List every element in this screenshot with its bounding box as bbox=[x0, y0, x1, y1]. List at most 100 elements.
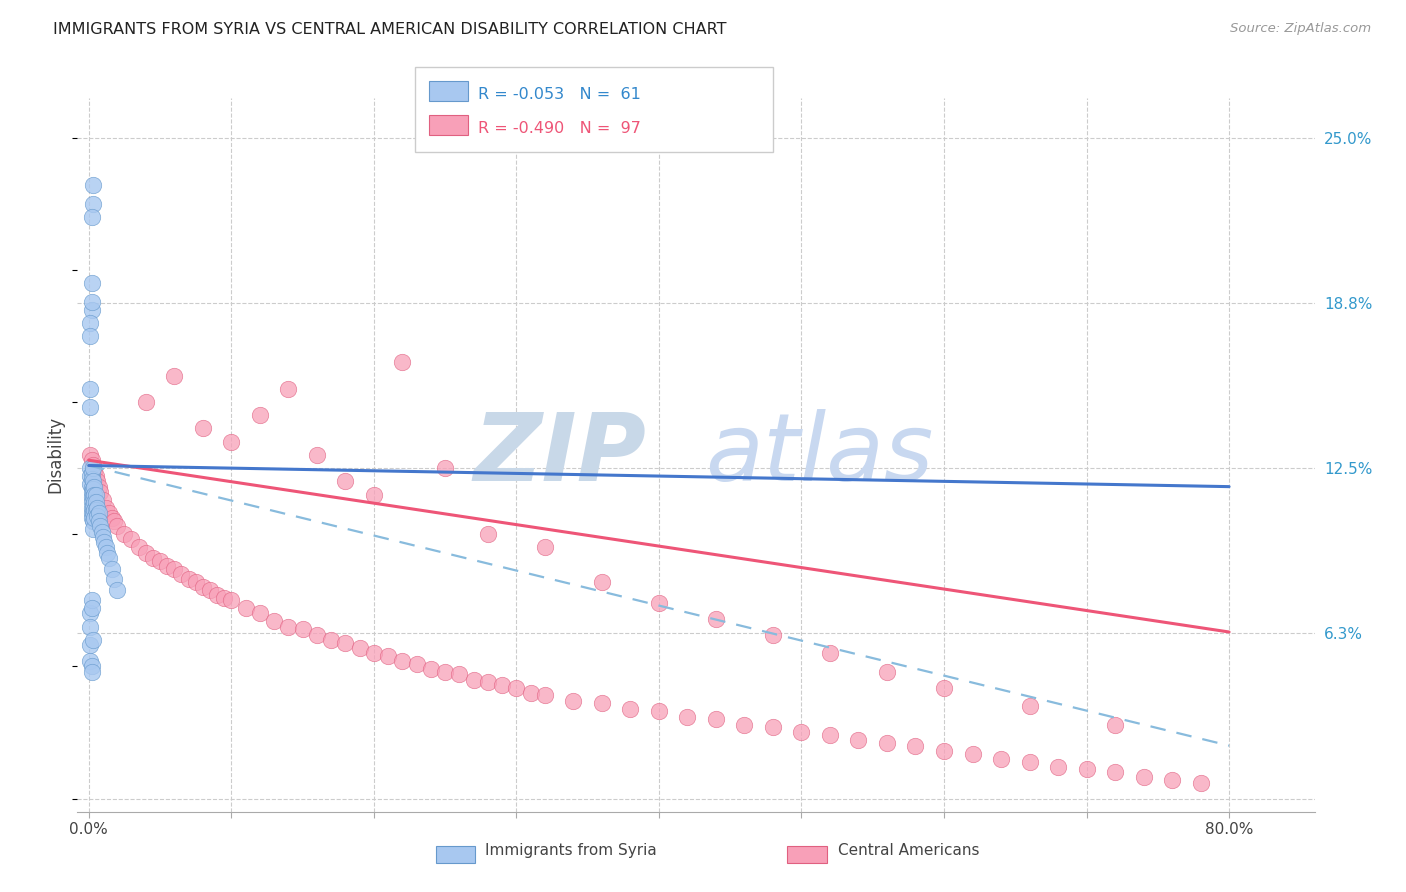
Point bbox=[82, 178, 104, 193]
Point bbox=[177, 572, 200, 586]
Point bbox=[83, 487, 105, 501]
Point bbox=[1018, 698, 1040, 713]
Point bbox=[80, 593, 103, 607]
Point bbox=[121, 533, 143, 547]
Point bbox=[1161, 772, 1184, 787]
Point bbox=[1018, 755, 1040, 769]
Point bbox=[249, 409, 271, 423]
Point bbox=[619, 701, 641, 715]
Point bbox=[79, 469, 101, 483]
Point bbox=[291, 623, 314, 637]
Text: IMMIGRANTS FROM SYRIA VS CENTRAL AMERICAN DISABILITY CORRELATION CHART: IMMIGRANTS FROM SYRIA VS CENTRAL AMERICA… bbox=[53, 22, 727, 37]
Point bbox=[277, 382, 299, 396]
Point bbox=[86, 475, 108, 489]
Point bbox=[80, 210, 103, 224]
Point bbox=[82, 522, 104, 536]
Point bbox=[249, 607, 271, 621]
Point bbox=[96, 546, 118, 560]
Point bbox=[79, 638, 101, 652]
Point bbox=[1047, 760, 1070, 774]
Point bbox=[876, 665, 898, 679]
Point bbox=[86, 508, 108, 523]
Point bbox=[477, 675, 499, 690]
Point bbox=[135, 395, 157, 409]
Point bbox=[80, 453, 103, 467]
Point bbox=[184, 574, 207, 589]
Point bbox=[103, 514, 125, 528]
Point bbox=[305, 448, 328, 462]
Point bbox=[87, 514, 110, 528]
Point bbox=[80, 500, 103, 515]
Point bbox=[79, 607, 101, 621]
Point bbox=[105, 582, 128, 597]
Point bbox=[79, 620, 101, 634]
Point bbox=[818, 728, 841, 742]
Text: ZIP: ZIP bbox=[474, 409, 647, 501]
Point bbox=[84, 495, 107, 509]
Point bbox=[449, 667, 471, 681]
Point bbox=[90, 524, 112, 539]
Point bbox=[83, 511, 105, 525]
Point bbox=[79, 448, 101, 462]
Point bbox=[848, 733, 870, 747]
Point bbox=[648, 596, 671, 610]
Point bbox=[82, 506, 104, 520]
Point bbox=[79, 316, 101, 330]
Point bbox=[419, 662, 441, 676]
Point bbox=[83, 480, 105, 494]
Point bbox=[128, 541, 150, 555]
Point bbox=[990, 752, 1012, 766]
Point bbox=[82, 490, 104, 504]
Point bbox=[79, 477, 101, 491]
Text: Immigrants from Syria: Immigrants from Syria bbox=[485, 844, 657, 858]
Point bbox=[876, 736, 898, 750]
Point bbox=[83, 495, 105, 509]
Point bbox=[149, 554, 172, 568]
Point bbox=[235, 601, 257, 615]
Point bbox=[434, 665, 457, 679]
Point bbox=[1189, 775, 1212, 789]
Point bbox=[519, 686, 541, 700]
Point bbox=[1104, 717, 1126, 731]
Point bbox=[349, 640, 371, 655]
Point bbox=[477, 527, 499, 541]
Point bbox=[84, 469, 107, 483]
Point bbox=[105, 519, 128, 533]
Point bbox=[391, 654, 413, 668]
Point bbox=[91, 492, 114, 507]
Point bbox=[733, 717, 755, 731]
Point bbox=[790, 725, 813, 739]
Text: R = -0.053   N =  61: R = -0.053 N = 61 bbox=[478, 87, 641, 103]
Point bbox=[89, 484, 111, 499]
Point bbox=[84, 487, 107, 501]
Point bbox=[100, 511, 122, 525]
Point bbox=[762, 627, 785, 641]
Y-axis label: Disability: Disability bbox=[46, 417, 65, 493]
Point bbox=[142, 551, 165, 566]
Point bbox=[82, 632, 104, 647]
Point bbox=[82, 461, 104, 475]
Point bbox=[205, 588, 228, 602]
Point bbox=[191, 421, 214, 435]
Point bbox=[335, 635, 357, 649]
Point bbox=[80, 506, 103, 520]
Point bbox=[904, 739, 927, 753]
Point bbox=[932, 744, 955, 758]
Point bbox=[91, 530, 114, 544]
Point bbox=[170, 566, 193, 581]
Point bbox=[704, 712, 727, 726]
Point bbox=[534, 541, 557, 555]
Point bbox=[86, 500, 108, 515]
Point bbox=[82, 458, 104, 473]
Text: Source: ZipAtlas.com: Source: ZipAtlas.com bbox=[1230, 22, 1371, 36]
Point bbox=[80, 484, 103, 499]
Point bbox=[219, 593, 242, 607]
Point bbox=[591, 697, 613, 711]
Point bbox=[591, 574, 613, 589]
Point bbox=[648, 704, 671, 718]
Point bbox=[762, 720, 785, 734]
Point bbox=[363, 487, 385, 501]
Point bbox=[84, 503, 107, 517]
Point bbox=[377, 648, 399, 663]
Text: atlas: atlas bbox=[706, 409, 934, 500]
